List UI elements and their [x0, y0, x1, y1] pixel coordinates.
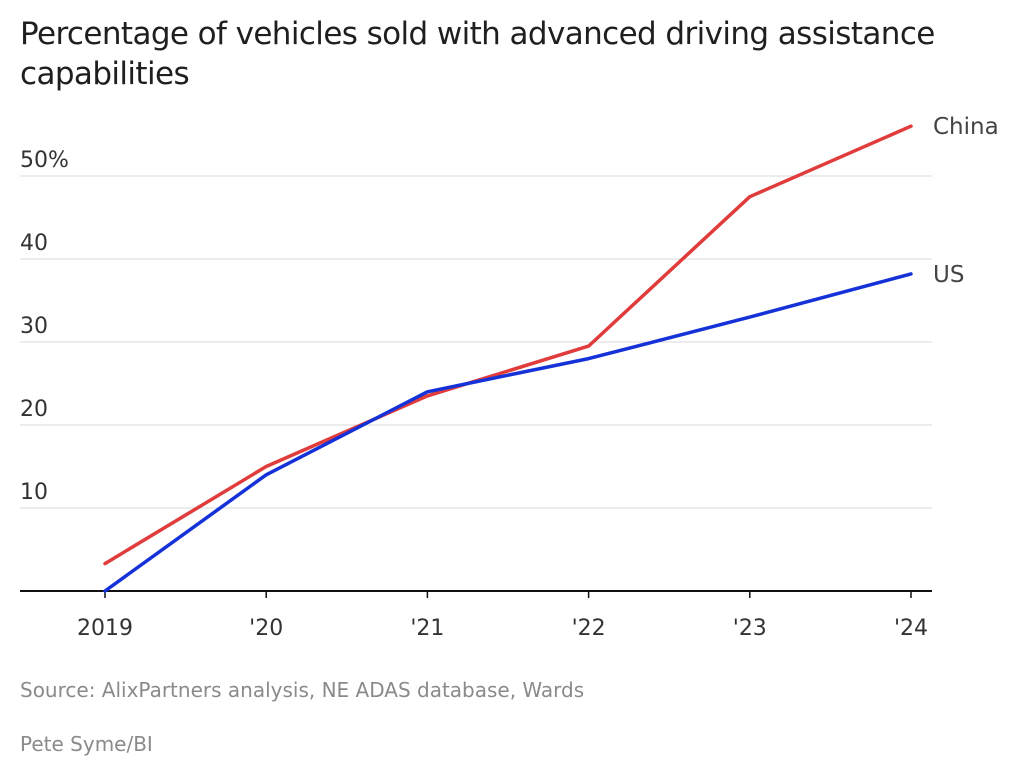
- series-label-china: China: [933, 114, 999, 140]
- y-tick-label-20: 20: [20, 397, 48, 422]
- y-tick-label-30: 30: [20, 314, 48, 339]
- x-tick-label-1: '20: [249, 616, 283, 641]
- x-tick-label-4: '23: [733, 616, 767, 641]
- chart-title: Percentage of vehicles sold with advance…: [20, 16, 935, 92]
- series-line-us: [103, 272, 913, 593]
- grid-lines: [20, 175, 932, 509]
- x-tick-label-2: '21: [410, 616, 444, 641]
- y-tick-label-40: 40: [20, 231, 48, 256]
- x-tick-label-3: '22: [572, 616, 606, 641]
- x-tick-label-0: 2019: [77, 616, 133, 641]
- y-tick-label-10: 10: [20, 480, 48, 505]
- source-note: Source: AlixPartners analysis, NE ADAS d…: [20, 678, 585, 702]
- y-tick-label-50: 50%: [20, 148, 69, 173]
- labels: 10 20 30 40 50% 2019 '20 '21 '22 '23 '24 China US: [20, 114, 999, 641]
- credit-note: Pete Syme/BI: [20, 732, 153, 756]
- axes: [20, 590, 932, 598]
- series-lines: [103, 124, 913, 593]
- series-line-china: [103, 124, 913, 566]
- series-label-us: US: [933, 262, 964, 288]
- x-tick-label-5: '24: [894, 616, 928, 641]
